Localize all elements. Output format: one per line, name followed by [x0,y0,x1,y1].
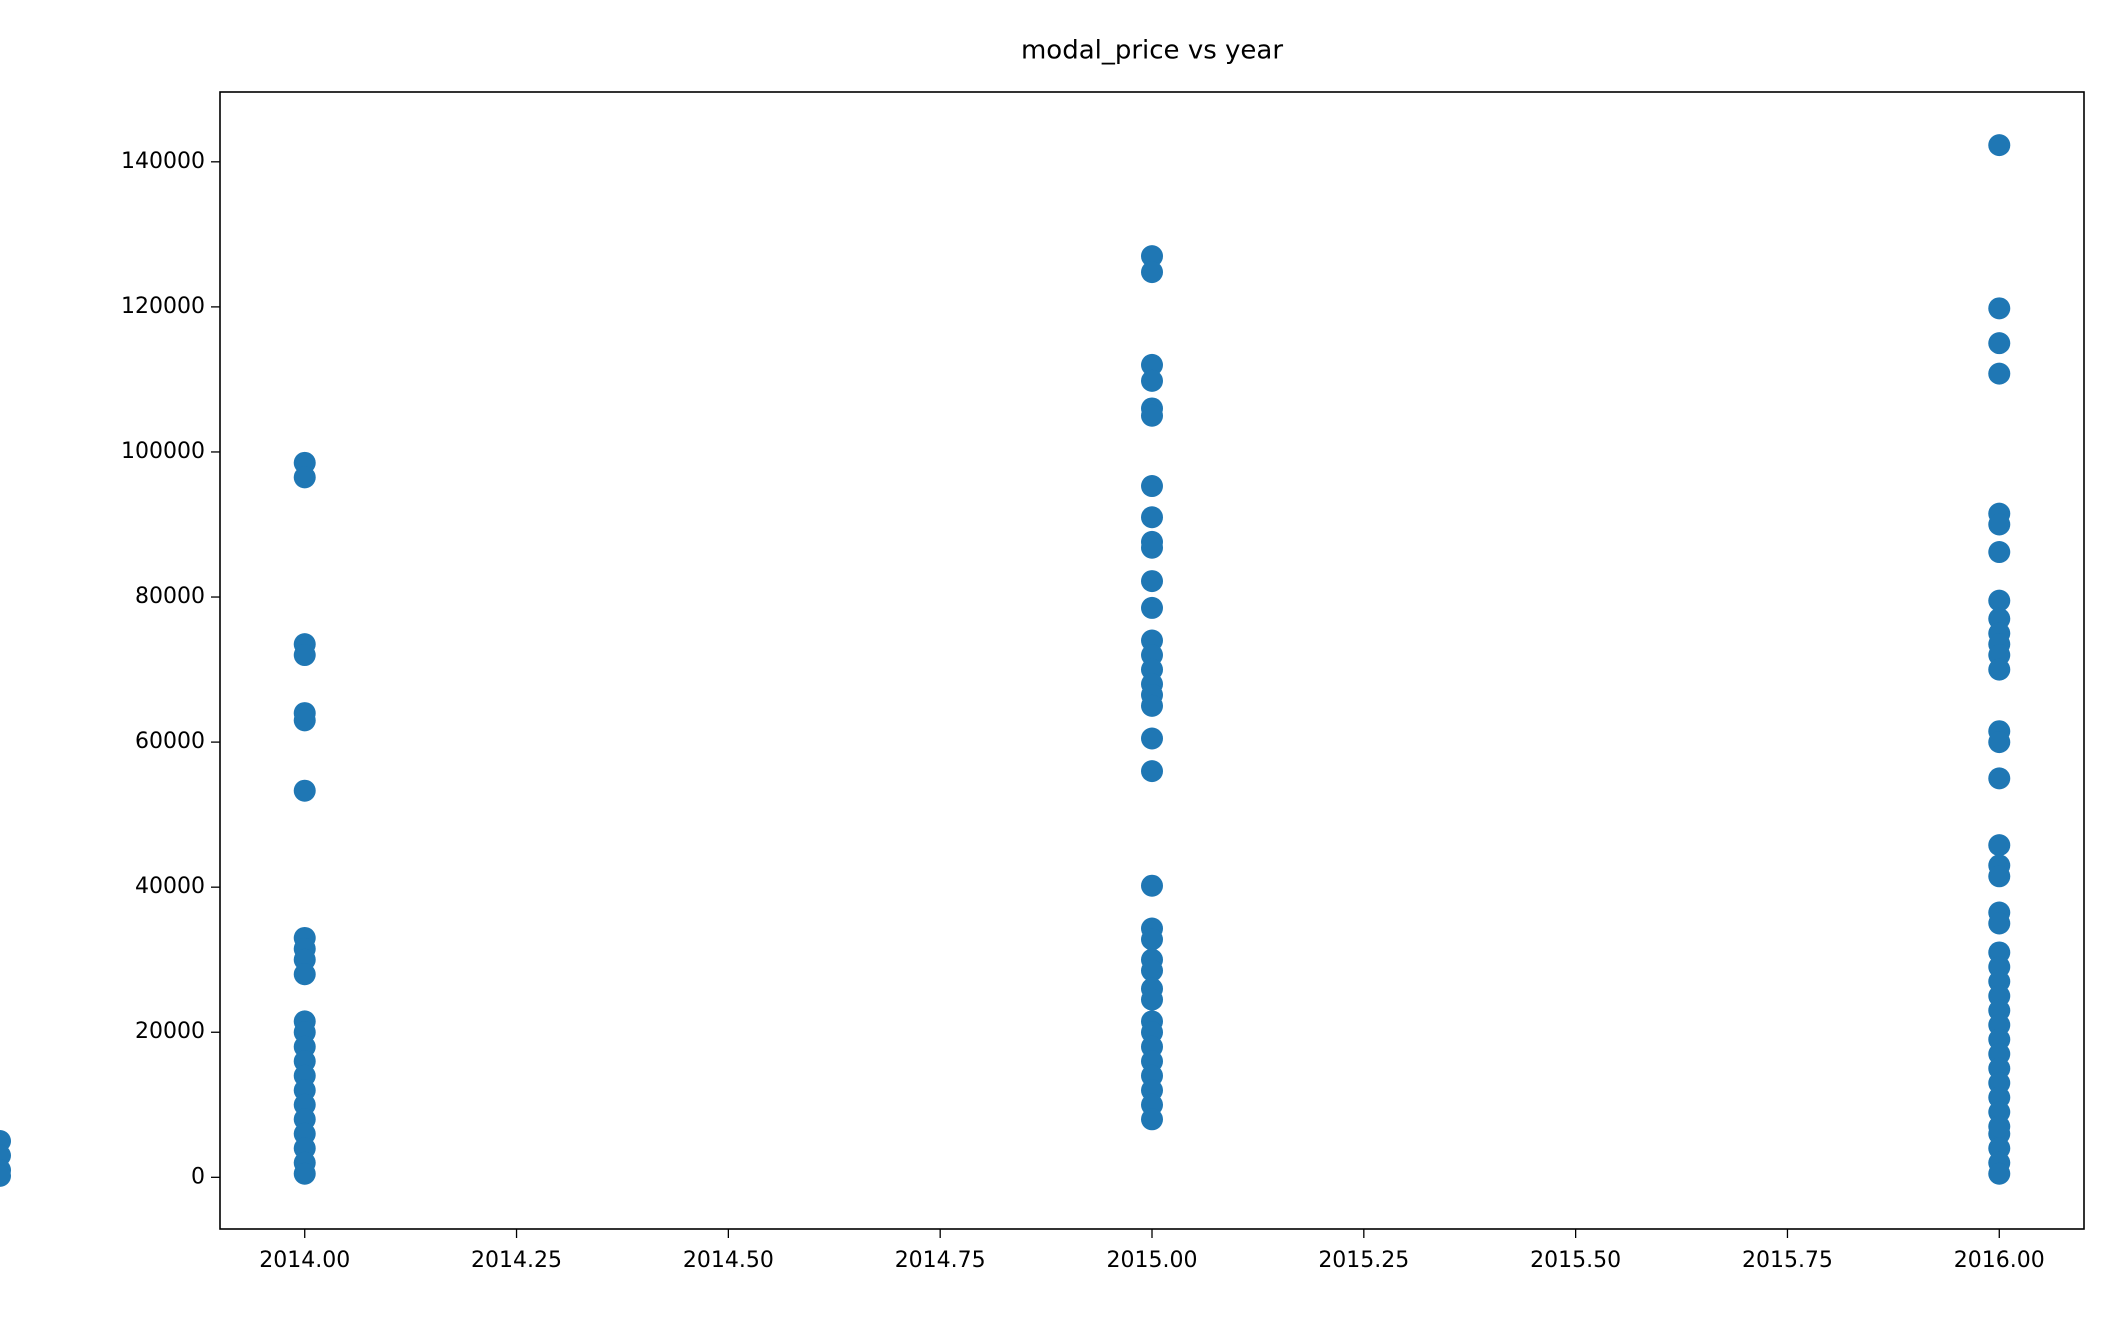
point [1141,536,1163,559]
x-tick-label: 2015.25 [1318,1248,1409,1273]
y-tick-label: 80000 [135,584,205,609]
y-tick-label: 60000 [135,729,205,754]
y-tick-label: 20000 [135,1019,205,1044]
y-tick-label: 40000 [135,874,205,899]
point [293,466,316,489]
point [1988,1115,2011,1138]
point [1988,658,2011,681]
point [1988,362,2011,385]
point [1141,261,1163,284]
point [1988,513,2011,536]
point [1988,731,2011,754]
x-tick-label: 2015.75 [1742,1248,1833,1273]
point [1141,404,1163,427]
point [293,963,316,986]
chart-title: modal_price vs year [1021,36,1283,66]
point [1988,589,2011,612]
point [1141,760,1163,783]
y-tick-label: 0 [191,1164,205,1189]
point [1988,865,2011,888]
point [293,779,316,802]
point [1141,570,1163,593]
point [1141,727,1163,750]
y-tick-label: 120000 [121,294,205,319]
point [1141,596,1163,619]
y-tick-label: 100000 [121,439,205,464]
point [293,1162,316,1185]
point [1988,767,2011,790]
point [1141,475,1163,498]
x-tick-label: 2014.50 [683,1248,774,1273]
point [1141,694,1163,717]
point [1988,541,2011,564]
point [1141,245,1163,268]
x-tick-label: 2014.00 [259,1248,350,1273]
point [1141,959,1163,982]
point [1988,1162,2011,1185]
point [1141,928,1163,951]
y-tick-label: 140000 [121,149,205,174]
point [1988,134,2011,157]
x-tick-label: 2015.00 [1107,1248,1198,1273]
point [1988,297,2011,320]
point [1141,874,1163,897]
point [1988,834,2011,857]
point [1141,353,1163,376]
point [293,644,316,667]
point [1141,1108,1163,1131]
x-tick-label: 2014.75 [895,1248,986,1273]
x-tick-label: 2016.00 [1954,1248,2045,1273]
x-tick-label: 2014.25 [471,1248,562,1273]
point [1141,506,1163,529]
point [1141,369,1163,392]
point [293,709,316,732]
point [0,1164,11,1187]
point [1988,912,2011,935]
point [1988,332,2011,355]
point [1141,988,1163,1011]
x-tick-label: 2015.50 [1530,1248,1621,1273]
